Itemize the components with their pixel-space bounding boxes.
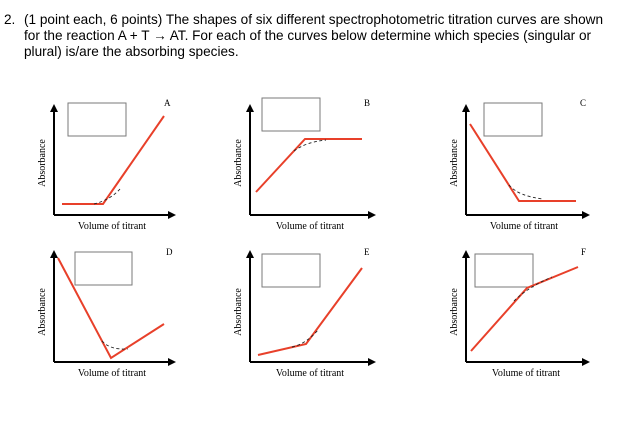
x-axis-label: Volume of titrant	[490, 221, 558, 232]
answer-box[interactable]	[68, 103, 126, 136]
panel-e: E Volume of titrant Absorbance	[233, 247, 372, 379]
y-axis-label: Absorbance	[37, 139, 48, 187]
x-axis-label: Volume of titrant	[78, 368, 146, 379]
panel-c: C Volume of titrant Absorbance	[449, 98, 586, 232]
answer-box[interactable]	[475, 254, 533, 287]
panel-d: D Volume of titrant Absorbance	[37, 247, 173, 379]
panel-label: B	[364, 98, 370, 108]
y-axis-label: Absorbance	[233, 139, 244, 187]
answer-box[interactable]	[75, 252, 132, 285]
panel-b: B Volume of titrant Absorbance	[233, 98, 372, 232]
titration-curve	[256, 139, 362, 192]
y-axis-label: Absorbance	[449, 139, 460, 187]
answer-box[interactable]	[484, 103, 542, 136]
x-axis-label: Volume of titrant	[276, 221, 344, 232]
panel-label: E	[364, 247, 370, 257]
x-axis-label: Volume of titrant	[78, 221, 146, 232]
y-axis-label: Absorbance	[233, 288, 244, 336]
x-axis-label: Volume of titrant	[492, 368, 560, 379]
y-axis-label: Absorbance	[449, 288, 460, 336]
panel-f: F Volume of titrant Absorbance	[449, 247, 586, 379]
titration-figures: A Volume of titrant Absorbance B Volume …	[0, 0, 620, 435]
answer-box[interactable]	[262, 254, 320, 287]
answer-box[interactable]	[262, 98, 320, 131]
panel-label: F	[581, 247, 586, 257]
y-axis-label: Absorbance	[37, 288, 48, 336]
panel-label: D	[166, 247, 173, 257]
panel-label: A	[164, 98, 171, 108]
panel-label: C	[580, 98, 586, 108]
x-axis-label: Volume of titrant	[276, 368, 344, 379]
panel-a: A Volume of titrant Absorbance	[37, 98, 172, 232]
